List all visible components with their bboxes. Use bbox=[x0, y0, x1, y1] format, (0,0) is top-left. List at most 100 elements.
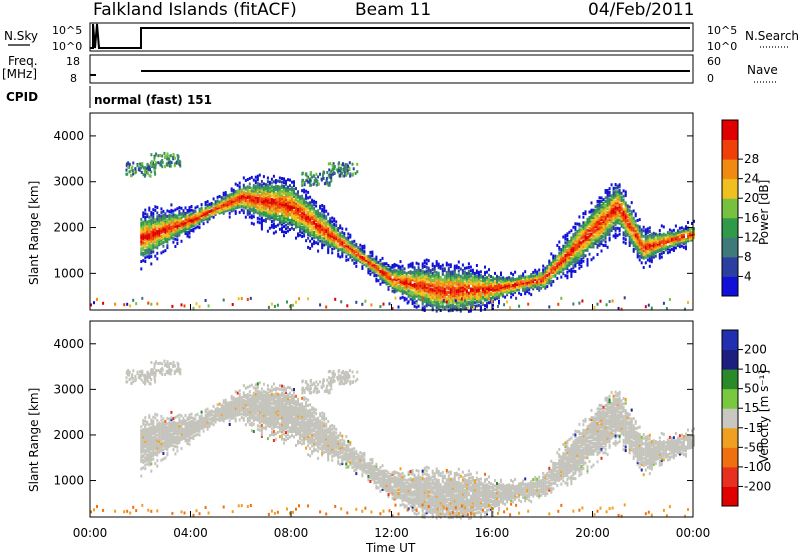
power-cell bbox=[560, 260, 563, 264]
power-cell bbox=[152, 237, 155, 241]
power-cell bbox=[419, 283, 422, 287]
power-cell bbox=[564, 250, 567, 254]
power-cell bbox=[668, 235, 671, 239]
power-cell bbox=[596, 225, 599, 229]
power-cell bbox=[590, 217, 593, 221]
power-cell bbox=[492, 280, 494, 283]
power-cell bbox=[413, 286, 416, 290]
power-cell bbox=[421, 277, 424, 281]
power-cell bbox=[313, 216, 316, 220]
power-cell bbox=[685, 228, 687, 232]
power-cell bbox=[357, 251, 360, 255]
power-cell bbox=[570, 267, 573, 271]
power-cell bbox=[283, 186, 285, 190]
power-cell bbox=[192, 218, 195, 222]
power-cell bbox=[391, 289, 394, 293]
power-cell bbox=[467, 275, 470, 279]
power-cell bbox=[154, 223, 157, 227]
power-cell bbox=[194, 215, 197, 219]
power-cell bbox=[148, 234, 151, 238]
power-cell bbox=[596, 218, 599, 222]
power-cell bbox=[150, 218, 153, 222]
power-cell bbox=[283, 215, 285, 219]
power-cell bbox=[276, 186, 279, 190]
power-cell bbox=[146, 248, 149, 251]
power-cell bbox=[578, 231, 581, 235]
velocity-cell bbox=[140, 467, 143, 471]
power-cell bbox=[131, 165, 134, 169]
power-cell bbox=[142, 253, 145, 257]
power-cell bbox=[150, 245, 153, 249]
power-cell bbox=[148, 247, 151, 250]
power-cell bbox=[188, 218, 191, 222]
power-cell bbox=[423, 290, 426, 294]
power-cell bbox=[184, 221, 187, 224]
power-cell bbox=[492, 285, 494, 289]
velocity-cell bbox=[146, 422, 149, 426]
power-cell bbox=[329, 235, 332, 239]
velocity-cell bbox=[164, 421, 167, 425]
power-cell bbox=[327, 232, 330, 236]
power-cell bbox=[638, 240, 641, 244]
power-cell bbox=[345, 251, 348, 255]
power-cell bbox=[240, 192, 243, 196]
power-cell bbox=[682, 240, 685, 244]
power-cell bbox=[455, 279, 458, 283]
velocity-cell bbox=[166, 440, 169, 444]
power-cell bbox=[403, 291, 406, 295]
power-cell bbox=[262, 191, 265, 195]
power-cell bbox=[600, 209, 603, 213]
power-cell bbox=[315, 215, 318, 219]
power-cell bbox=[554, 273, 557, 276]
power-cell bbox=[604, 190, 607, 194]
power-cell bbox=[449, 283, 452, 287]
power-cell bbox=[614, 205, 617, 208]
power-cell bbox=[576, 242, 579, 246]
power-cell bbox=[196, 225, 199, 229]
power-cell bbox=[479, 286, 482, 290]
power-cell bbox=[586, 217, 589, 221]
power-cell bbox=[664, 244, 667, 248]
power-cell bbox=[224, 209, 227, 213]
nsky-tick-high: 10^5 bbox=[52, 24, 82, 37]
power-cell bbox=[594, 214, 597, 218]
power-cell bbox=[526, 280, 529, 284]
power-cell bbox=[142, 173, 145, 177]
power-cell bbox=[329, 230, 332, 234]
power-cell bbox=[375, 259, 378, 263]
power-cell bbox=[160, 214, 163, 218]
power-cell bbox=[405, 271, 408, 275]
power-cell bbox=[506, 289, 509, 293]
power-cell bbox=[500, 271, 502, 275]
power-cell bbox=[337, 166, 340, 170]
power-cell bbox=[250, 208, 253, 212]
power-cell bbox=[630, 215, 633, 219]
power-cell bbox=[558, 251, 561, 255]
power-cell bbox=[454, 299, 457, 303]
power-cell bbox=[389, 267, 392, 271]
power-cell bbox=[678, 230, 681, 234]
power-cell bbox=[172, 226, 175, 229]
power-cell bbox=[461, 278, 464, 282]
power-cell bbox=[427, 273, 430, 277]
power-cell bbox=[473, 286, 476, 290]
power-cell bbox=[514, 283, 517, 287]
power-cell bbox=[628, 242, 631, 246]
power-cell bbox=[453, 294, 456, 297]
power-cell bbox=[650, 260, 653, 264]
power-cell bbox=[646, 247, 649, 251]
power-cell bbox=[473, 279, 476, 283]
power-cell bbox=[475, 271, 478, 275]
power-cell bbox=[407, 291, 410, 295]
power-cell bbox=[479, 299, 482, 303]
power-cell bbox=[662, 225, 665, 229]
power-cell bbox=[274, 179, 277, 182]
velocity-cell bbox=[158, 445, 161, 449]
power-cell bbox=[323, 221, 326, 225]
power-cell bbox=[375, 270, 378, 274]
velocity-cell bbox=[154, 445, 157, 449]
power-cell bbox=[156, 257, 159, 261]
power-cell bbox=[270, 185, 273, 189]
power-cell bbox=[437, 264, 440, 268]
power-cell bbox=[283, 192, 285, 196]
